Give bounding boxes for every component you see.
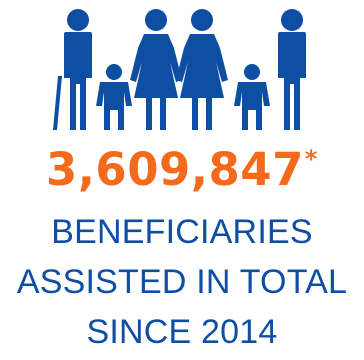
count-value: 3,609,847 [46,143,304,196]
caption-beneficiaries: BENEFICIARIES [51,213,313,251]
family-icon [52,6,316,134]
beneficiaries-count: 3,609,847* [0,142,364,198]
footnote-asterisk: * [304,145,318,173]
caption-since-year: SINCE 2014 [86,313,278,351]
caption-assisted-in-total: ASSISTED IN TOTAL [16,263,348,301]
